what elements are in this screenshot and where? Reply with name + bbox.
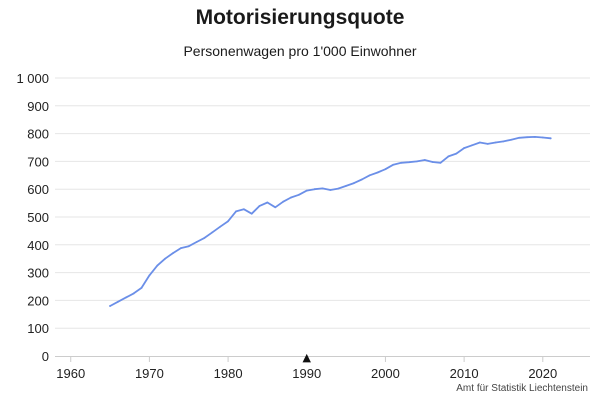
data-point xyxy=(290,196,292,199)
y-tick-label: 400 xyxy=(27,238,49,253)
data-point xyxy=(518,136,521,139)
data-point xyxy=(360,178,363,181)
data-point xyxy=(486,142,489,145)
y-tick-label: 600 xyxy=(27,182,49,197)
tick-labels: 0 100 200 300 400 500 600 700 800 900 1 000 1960 197… xyxy=(16,71,557,381)
data-point xyxy=(179,247,182,250)
data-point xyxy=(297,193,300,196)
data-point xyxy=(494,141,497,144)
data-point xyxy=(541,136,544,139)
data-point xyxy=(266,201,269,204)
data-point xyxy=(416,160,418,163)
data-point xyxy=(235,210,237,213)
data-point xyxy=(305,189,308,192)
data-point xyxy=(211,231,214,234)
data-point xyxy=(187,245,190,248)
y-tick-label: 700 xyxy=(27,154,49,169)
data-point xyxy=(227,220,229,223)
chart-title: Motorisierungsquote xyxy=(195,6,405,29)
data-point xyxy=(274,206,277,209)
x-tick-label: 1960 xyxy=(56,366,85,381)
data-point xyxy=(431,161,434,163)
data-point xyxy=(526,136,528,139)
data-point xyxy=(124,296,127,299)
data-point xyxy=(400,161,403,164)
y-tick-label: 500 xyxy=(27,210,49,225)
data-point xyxy=(376,171,379,174)
series-lines xyxy=(109,135,552,307)
year-marker-triangle: ▲ xyxy=(303,351,312,364)
data-point xyxy=(353,182,355,184)
data-point xyxy=(195,241,198,243)
data-point xyxy=(203,236,206,239)
x-tick-label: 2010 xyxy=(450,366,479,381)
data-point xyxy=(439,161,442,164)
data-point xyxy=(408,161,410,164)
data-point xyxy=(447,155,450,158)
data-point xyxy=(384,168,387,171)
data-point xyxy=(148,274,151,277)
data-point xyxy=(282,200,285,203)
x-tick-label: 1980 xyxy=(214,366,243,381)
data-point xyxy=(345,184,348,187)
data-point xyxy=(534,136,536,138)
data-point xyxy=(140,286,143,289)
series-line xyxy=(109,135,552,307)
data-point xyxy=(219,225,222,228)
data-point xyxy=(132,292,135,295)
y-tick-label: 200 xyxy=(27,293,49,308)
data-point xyxy=(242,208,245,211)
y-tick-label: 0 xyxy=(42,349,49,364)
y-tick-label: 1 000 xyxy=(16,71,49,86)
data-point xyxy=(478,141,481,144)
data-point xyxy=(502,140,505,143)
data-point xyxy=(510,138,513,141)
data-point xyxy=(368,174,371,177)
x-tick-label: 1970 xyxy=(135,366,164,381)
x-tick-label: 1990 xyxy=(292,366,321,381)
data-point xyxy=(423,159,426,161)
y-tick-label: 100 xyxy=(27,321,49,336)
year-markers: ▲ xyxy=(303,351,312,364)
y-tick-label: 900 xyxy=(27,99,49,114)
y-tick-label: 800 xyxy=(27,127,49,142)
data-point xyxy=(313,188,316,191)
data-point xyxy=(117,300,119,303)
axes xyxy=(55,356,590,362)
chart-subtitle: Personenwagen pro 1'000 Einwohner xyxy=(183,43,417,59)
source-note: Amt für Statistik Liechtenstein xyxy=(456,383,588,394)
data-point xyxy=(156,264,159,267)
grid-lines xyxy=(55,77,590,329)
data-point xyxy=(109,305,111,307)
y-tick-label: 300 xyxy=(27,266,49,281)
x-tick-label: 2020 xyxy=(528,366,557,381)
data-point xyxy=(455,152,458,155)
data-point xyxy=(164,257,167,260)
data-point xyxy=(471,144,473,147)
data-point xyxy=(337,187,340,190)
data-point xyxy=(392,163,395,166)
data-point xyxy=(549,137,552,140)
data-point xyxy=(321,187,324,190)
data-point xyxy=(258,204,261,207)
data-point xyxy=(329,189,332,191)
data-point xyxy=(250,212,253,215)
data-point xyxy=(463,147,466,149)
data-point xyxy=(172,252,174,255)
x-tick-label: 2000 xyxy=(371,366,400,381)
